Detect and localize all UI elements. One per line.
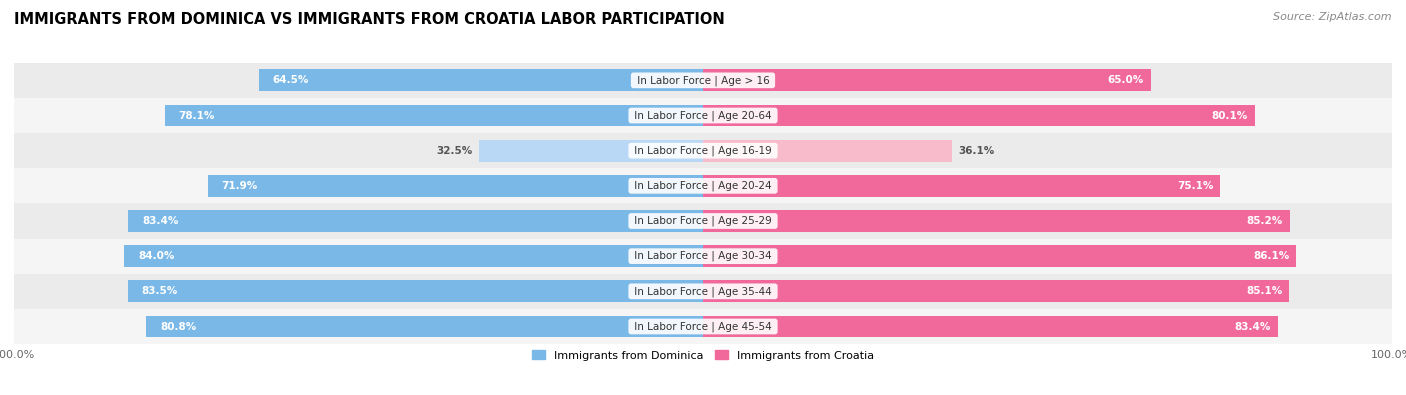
- Text: 32.5%: 32.5%: [436, 146, 472, 156]
- Text: In Labor Force | Age 20-64: In Labor Force | Age 20-64: [631, 110, 775, 121]
- Bar: [14, 274, 1392, 309]
- Bar: [703, 140, 952, 162]
- Text: 80.8%: 80.8%: [160, 322, 197, 331]
- Text: In Labor Force | Age 45-54: In Labor Force | Age 45-54: [631, 321, 775, 332]
- Bar: [14, 98, 1392, 133]
- Text: 84.0%: 84.0%: [138, 251, 174, 261]
- Bar: [479, 140, 703, 162]
- Text: 78.1%: 78.1%: [179, 111, 215, 120]
- Text: 64.5%: 64.5%: [273, 75, 309, 85]
- Text: 83.5%: 83.5%: [142, 286, 177, 296]
- Text: In Labor Force | Age 20-24: In Labor Force | Age 20-24: [631, 181, 775, 191]
- Bar: [14, 239, 1392, 274]
- Text: 75.1%: 75.1%: [1177, 181, 1213, 191]
- Text: IMMIGRANTS FROM DOMINICA VS IMMIGRANTS FROM CROATIA LABOR PARTICIPATION: IMMIGRANTS FROM DOMINICA VS IMMIGRANTS F…: [14, 12, 725, 27]
- Bar: [703, 280, 1289, 302]
- Bar: [146, 316, 703, 337]
- Legend: Immigrants from Dominica, Immigrants from Croatia: Immigrants from Dominica, Immigrants fro…: [527, 346, 879, 365]
- Text: In Labor Force | Age 30-34: In Labor Force | Age 30-34: [631, 251, 775, 261]
- Text: 65.0%: 65.0%: [1108, 75, 1144, 85]
- Text: 86.1%: 86.1%: [1253, 251, 1289, 261]
- Text: 85.1%: 85.1%: [1246, 286, 1282, 296]
- Bar: [259, 70, 703, 91]
- Text: 80.1%: 80.1%: [1212, 111, 1249, 120]
- Bar: [14, 309, 1392, 344]
- Text: 83.4%: 83.4%: [1234, 322, 1271, 331]
- Bar: [208, 175, 703, 197]
- Text: Source: ZipAtlas.com: Source: ZipAtlas.com: [1274, 12, 1392, 22]
- Bar: [128, 210, 703, 232]
- Bar: [124, 245, 703, 267]
- Bar: [703, 316, 1278, 337]
- Text: In Labor Force | Age 16-19: In Labor Force | Age 16-19: [631, 145, 775, 156]
- Text: 85.2%: 85.2%: [1247, 216, 1284, 226]
- Bar: [14, 133, 1392, 168]
- Text: In Labor Force | Age > 16: In Labor Force | Age > 16: [634, 75, 772, 86]
- Text: In Labor Force | Age 25-29: In Labor Force | Age 25-29: [631, 216, 775, 226]
- Text: 71.9%: 71.9%: [221, 181, 257, 191]
- Bar: [128, 280, 703, 302]
- Bar: [703, 175, 1220, 197]
- Bar: [165, 105, 703, 126]
- Text: 83.4%: 83.4%: [142, 216, 179, 226]
- Bar: [14, 63, 1392, 98]
- Text: In Labor Force | Age 35-44: In Labor Force | Age 35-44: [631, 286, 775, 297]
- Bar: [703, 245, 1296, 267]
- Bar: [703, 70, 1152, 91]
- Bar: [14, 168, 1392, 203]
- Bar: [703, 210, 1289, 232]
- Bar: [703, 105, 1254, 126]
- Bar: [14, 203, 1392, 239]
- Text: 36.1%: 36.1%: [959, 146, 995, 156]
